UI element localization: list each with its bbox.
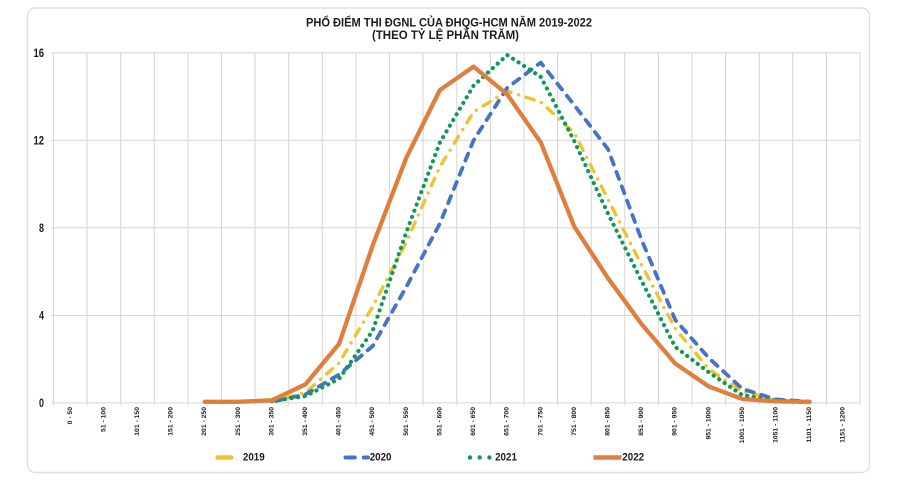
svg-text:501 - 550: 501 - 550 — [403, 407, 410, 436]
svg-text:(THEO TỶ LỆ PHẦN TRĂM): (THEO TỶ LỆ PHẦN TRĂM) — [372, 27, 519, 42]
svg-text:451 - 500: 451 - 500 — [369, 407, 376, 436]
svg-text:1001 - 1050: 1001 - 1050 — [739, 407, 746, 444]
svg-text:401 - 450: 401 - 450 — [336, 407, 343, 436]
svg-text:0 - 50: 0 - 50 — [67, 407, 74, 425]
svg-text:8: 8 — [39, 221, 44, 235]
svg-text:1101 - 1150: 1101 - 1150 — [806, 407, 813, 443]
svg-text:2019: 2019 — [243, 452, 265, 464]
svg-text:851 - 900: 851 - 900 — [638, 407, 645, 436]
svg-text:2022: 2022 — [622, 452, 644, 464]
svg-text:801 - 850: 801 - 850 — [605, 407, 612, 436]
svg-text:12: 12 — [34, 133, 45, 147]
svg-text:901 - 950: 901 - 950 — [672, 407, 679, 436]
svg-text:1051 - 1100: 1051 - 1100 — [773, 407, 780, 443]
svg-text:601 - 650: 601 - 650 — [470, 407, 477, 436]
svg-text:2020: 2020 — [370, 452, 392, 464]
svg-text:PHỔ ĐIỂM THI ĐGNL CỦA ĐHQG-HCM: PHỔ ĐIỂM THI ĐGNL CỦA ĐHQG-HCM NĂM 2019-… — [306, 14, 592, 29]
svg-text:701 - 750: 701 - 750 — [537, 407, 544, 436]
svg-text:751 - 800: 751 - 800 — [571, 407, 578, 436]
svg-text:651 - 700: 651 - 700 — [504, 407, 511, 436]
svg-text:951 - 1000: 951 - 1000 — [705, 407, 712, 440]
svg-text:101 - 150: 101 - 150 — [134, 407, 141, 436]
svg-text:1151 - 1200: 1151 - 1200 — [840, 407, 847, 443]
svg-text:4: 4 — [39, 308, 44, 322]
svg-text:51 - 100: 51 - 100 — [100, 407, 107, 432]
svg-text:201 - 250: 201 - 250 — [201, 407, 208, 436]
svg-text:351 - 400: 351 - 400 — [302, 407, 309, 436]
svg-text:251 - 300: 251 - 300 — [235, 407, 242, 436]
svg-text:551 - 600: 551 - 600 — [436, 407, 443, 436]
svg-text:151 - 200: 151 - 200 — [168, 407, 175, 436]
svg-text:16: 16 — [34, 46, 45, 60]
svg-text:2021: 2021 — [495, 452, 517, 464]
svg-text:301 - 350: 301 - 350 — [268, 407, 275, 436]
svg-text:0: 0 — [39, 396, 44, 410]
